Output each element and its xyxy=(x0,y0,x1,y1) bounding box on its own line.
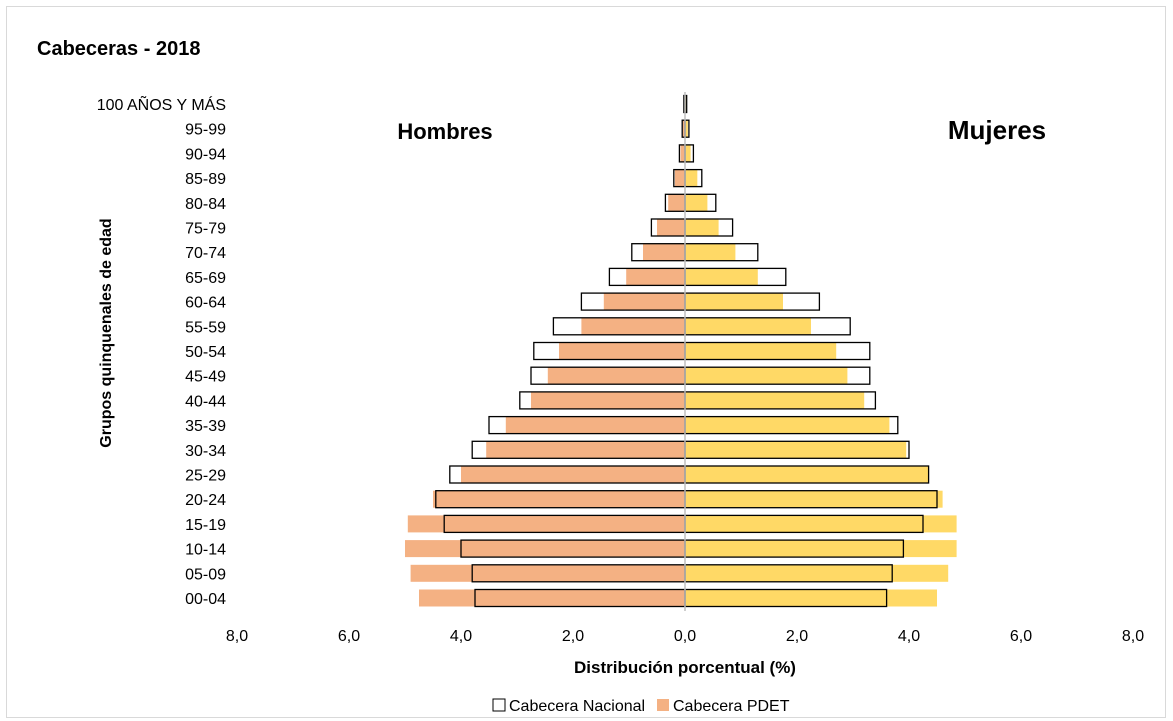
bar-mujeres-pdet-35-39 xyxy=(685,416,890,434)
y-tick-00-04: 00-04 xyxy=(185,591,226,608)
x-tick-0: 8,0 xyxy=(226,628,248,645)
y-tick-55-59: 55-59 xyxy=(185,319,226,336)
bar-hombres-pdet-90-94 xyxy=(680,144,685,162)
bars-group xyxy=(405,92,957,611)
bar-mujeres-pdet-20-24 xyxy=(685,490,943,508)
bar-mujeres-pdet-10-14 xyxy=(685,540,957,558)
y-tick-labels: 00-04 05-09 10-14 15-19 20-24 25-29 30-34 35-39… xyxy=(97,94,226,608)
legend-swatch-pdet xyxy=(657,699,669,711)
bar-mujeres-pdet-05-09 xyxy=(685,564,949,582)
y-tick-20-24: 20-24 xyxy=(185,492,226,509)
legend-label-pdet: Cabecera PDET xyxy=(673,698,790,715)
y-tick-65-69: 65-69 xyxy=(185,270,226,287)
legend: Cabecera Nacional Cabecera PDET xyxy=(492,698,790,715)
bar-mujeres-pdet-80-84 xyxy=(685,194,708,212)
y-tick-40-44: 40-44 xyxy=(185,393,226,410)
bar-hombres-pdet-15-19 xyxy=(407,515,685,533)
y-tick-30-34: 30-34 xyxy=(185,443,226,460)
bar-mujeres-pdet-85-89 xyxy=(685,169,698,187)
bar-mujeres-pdet-90-94 xyxy=(685,144,691,162)
y-tick-75-79: 75-79 xyxy=(185,221,226,238)
x-tick-6: 4,0 xyxy=(898,628,920,645)
bar-hombres-pdet-85-89 xyxy=(674,169,685,187)
y-tick-15-19: 15-19 xyxy=(185,517,226,534)
bar-hombres-pdet-45-49 xyxy=(547,367,685,385)
x-tick-1: 6,0 xyxy=(338,628,360,645)
bar-mujeres-pdet-60-64 xyxy=(685,293,783,311)
bar-hombres-pdet-30-34 xyxy=(486,441,685,459)
y-tick-05-09: 05-09 xyxy=(185,566,226,583)
x-tick-3: 2,0 xyxy=(562,628,584,645)
x-tick-8: 8,0 xyxy=(1122,628,1144,645)
y-tick-10-14: 10-14 xyxy=(185,542,226,559)
bar-mujeres-pdet-75-79 xyxy=(685,219,719,236)
y-tick-35-39: 35-39 xyxy=(185,418,226,435)
bar-hombres-pdet-70-74 xyxy=(643,243,685,261)
bar-hombres-pdet-20-24 xyxy=(433,490,685,508)
x-tick-7: 6,0 xyxy=(1010,628,1032,645)
y-axis-label: Grupos quinquenales de edad xyxy=(98,218,115,447)
y-tick-25-29: 25-29 xyxy=(185,468,226,485)
bar-mujeres-pdet-25-29 xyxy=(685,466,929,483)
bar-hombres-pdet-50-54 xyxy=(559,342,685,360)
y-tick-100 AÑOS Y MÁS: 100 AÑOS Y MÁS xyxy=(97,94,226,114)
bar-hombres-pdet-75-79 xyxy=(657,219,685,236)
y-tick-85-89: 85-89 xyxy=(185,171,226,188)
bar-mujeres-pdet-00-04 xyxy=(685,589,937,607)
bar-hombres-pdet-00-04 xyxy=(419,589,685,607)
bar-mujeres-pdet-95-99 xyxy=(685,120,688,138)
y-tick-95-99: 95-99 xyxy=(185,122,226,139)
y-tick-50-54: 50-54 xyxy=(185,344,226,361)
x-tick-5: 2,0 xyxy=(786,628,808,645)
x-tick-labels: 8,0 6,0 4,0 2,0 0,0 2,0 4,0 6,0 8,0 xyxy=(226,628,1144,645)
y-tick-70-74: 70-74 xyxy=(185,245,226,262)
bar-mujeres-pdet-70-74 xyxy=(685,243,736,261)
bar-mujeres-pdet-45-49 xyxy=(685,367,848,385)
bar-hombres-pdet-05-09 xyxy=(410,564,685,582)
bar-hombres-pdet-95-99 xyxy=(682,120,685,138)
bar-hombres-pdet-10-14 xyxy=(405,540,685,558)
bar-mujeres-pdet-30-34 xyxy=(685,441,907,459)
x-axis-label: Distribución porcentual (%) xyxy=(574,658,796,677)
population-pyramid-chart: Cabeceras - 2018 Hombres Mujeres Grupos … xyxy=(37,38,1144,715)
y-tick-60-64: 60-64 xyxy=(185,295,226,312)
legend-swatch-nacional xyxy=(492,698,506,712)
y-tick-80-84: 80-84 xyxy=(185,196,226,213)
bar-mujeres-pdet-50-54 xyxy=(685,342,837,360)
x-tick-4: 0,0 xyxy=(674,628,696,645)
bar-hombres-pdet-40-44 xyxy=(531,391,685,409)
bar-mujeres-pdet-65-69 xyxy=(685,268,758,286)
bar-hombres-pdet-25-29 xyxy=(461,466,685,483)
bar-hombres-pdet-55-59 xyxy=(581,317,685,335)
bar-hombres-pdet-65-69 xyxy=(626,268,685,286)
chart-frame: Cabeceras - 2018 Hombres Mujeres Grupos … xyxy=(6,6,1166,718)
bar-hombres-pdet-60-64 xyxy=(603,293,685,311)
legend-label-nacional: Cabecera Nacional xyxy=(509,698,645,715)
mujeres-label: Mujeres xyxy=(948,115,1046,145)
y-tick-45-49: 45-49 xyxy=(185,369,226,386)
bar-hombres-pdet-80-84 xyxy=(668,194,685,212)
bar-mujeres-pdet-40-44 xyxy=(685,391,865,409)
hombres-label: Hombres xyxy=(397,119,492,144)
bar-hombres-pdet-35-39 xyxy=(505,416,685,434)
x-tick-2: 4,0 xyxy=(450,628,472,645)
y-tick-90-94: 90-94 xyxy=(185,146,226,163)
chart-title: Cabeceras - 2018 xyxy=(37,38,200,60)
bar-mujeres-pdet-15-19 xyxy=(685,515,957,533)
bar-mujeres-pdet-55-59 xyxy=(685,317,811,335)
